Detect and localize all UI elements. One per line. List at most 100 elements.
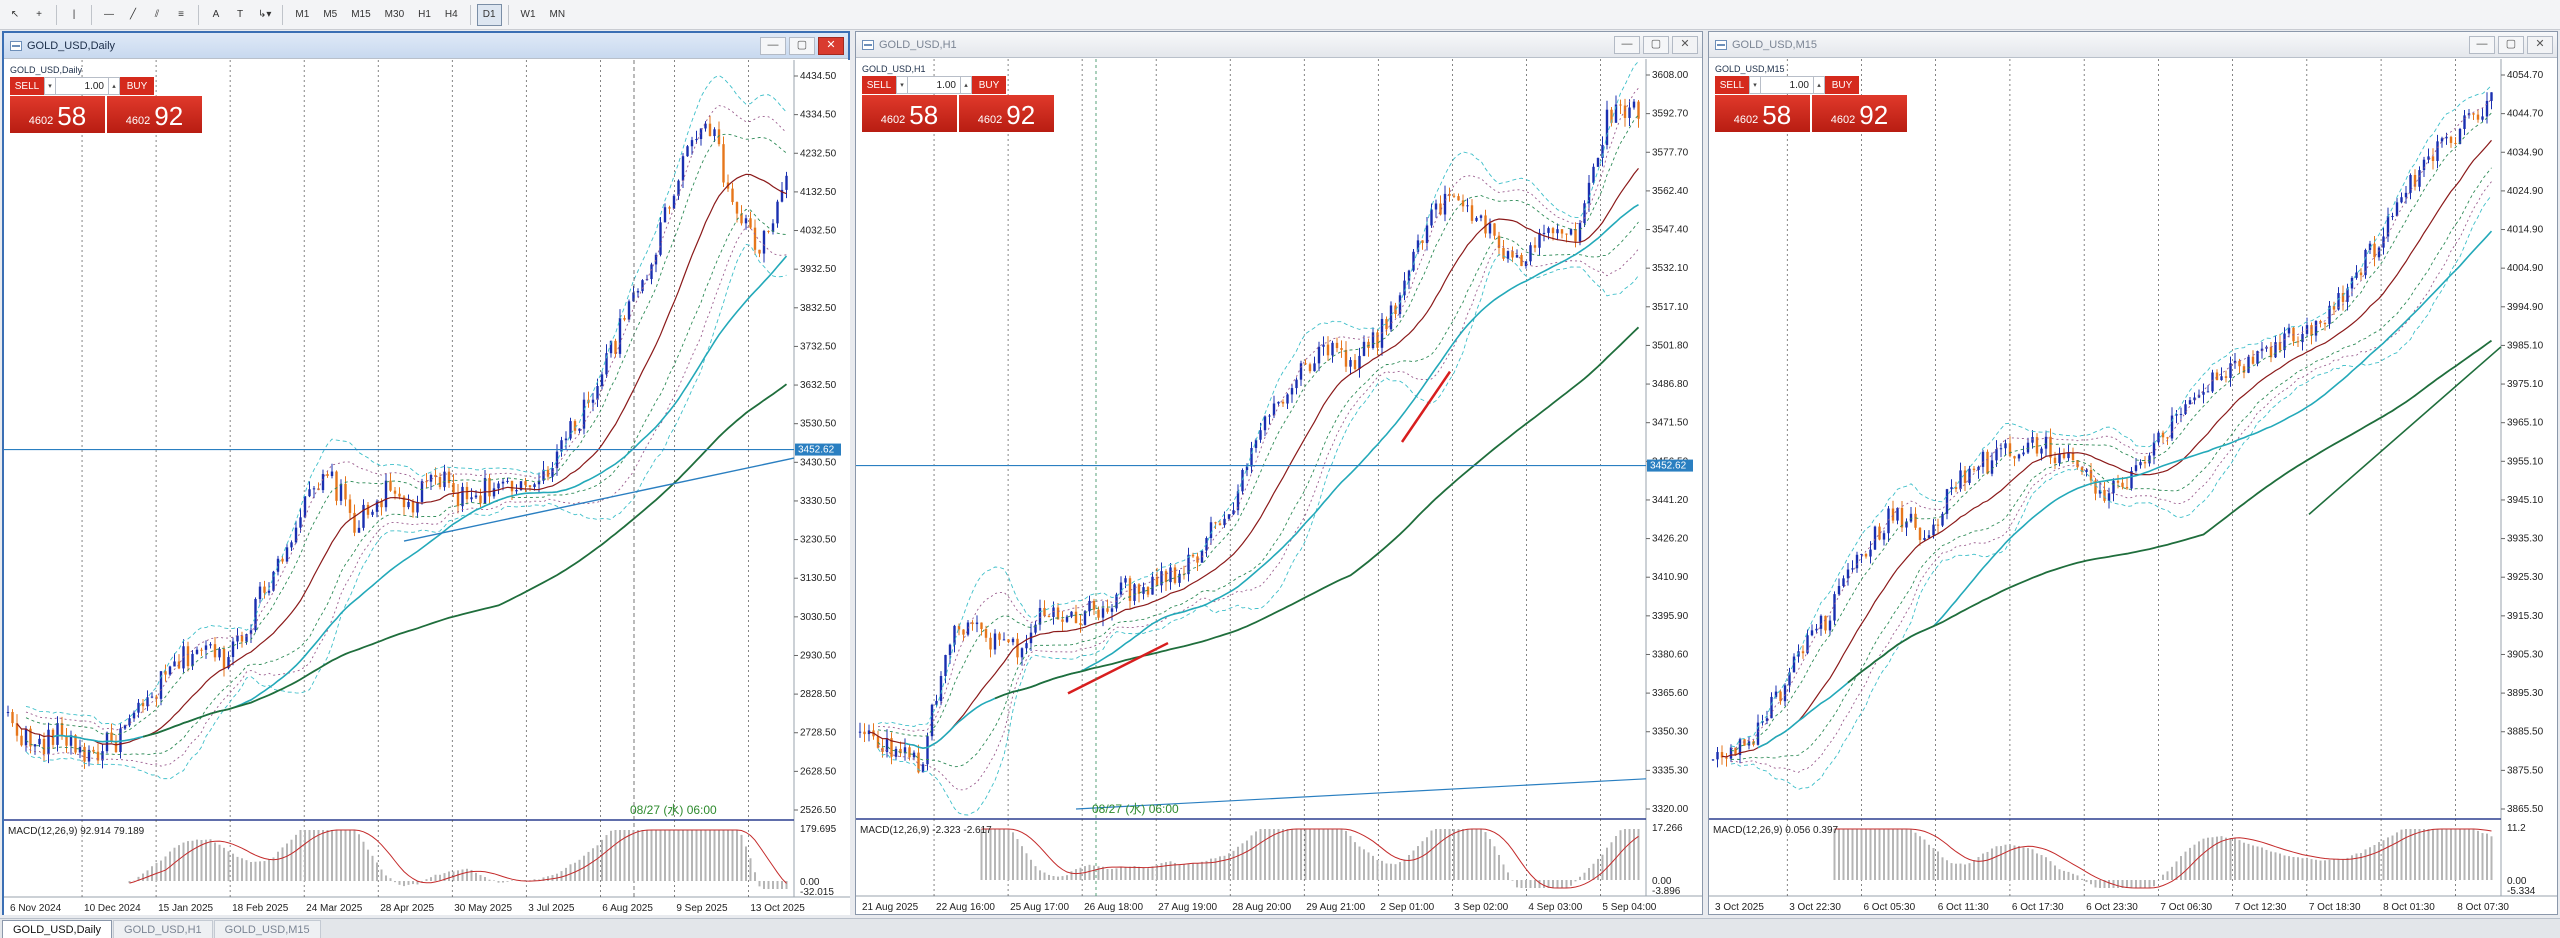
sell-button[interactable]: SELL	[10, 77, 44, 95]
candle-body	[2058, 453, 2061, 464]
timeframe-d1[interactable]: D1	[476, 3, 502, 26]
window-title-bar[interactable]: GOLD_USD,H1 — ▢ ✕	[856, 32, 1702, 58]
candle-body	[894, 748, 898, 757]
candle-body	[2247, 356, 2250, 373]
minimize-icon[interactable]: —	[1614, 35, 1640, 54]
trend-line-icon[interactable]: ╱	[129, 9, 137, 20]
minimize-icon[interactable]: —	[760, 36, 786, 55]
vertical-line-icon[interactable]: |	[72, 9, 76, 20]
trend-line[interactable]	[2308, 346, 2502, 515]
timeframe-m15[interactable]: M15	[351, 9, 371, 20]
candle-body	[1164, 571, 1168, 583]
trend-line[interactable]	[1075, 778, 1647, 810]
moving-average-20	[868, 168, 1639, 749]
chart-tab-2[interactable]: GOLD_USD,M15	[213, 920, 321, 938]
chart-window-m15[interactable]: GOLD_USD,M15 — ▢ ✕ GOLD_USD,M15 SELL ▾ 1.00 ▴ BUY…	[1708, 31, 2558, 915]
candle-body	[2202, 392, 2205, 395]
chart-tab-0[interactable]: GOLD_USD,Daily	[2, 920, 113, 938]
candle-body	[659, 222, 662, 255]
candle-body	[488, 478, 491, 497]
buy-button[interactable]: BUY	[1825, 76, 1859, 94]
text-label-icon[interactable]: T	[236, 9, 244, 20]
price-axis-label: 3517.10	[1652, 302, 1689, 313]
chart-tab-1[interactable]: GOLD_USD,H1	[113, 920, 213, 938]
maximize-icon[interactable]: ▢	[2498, 35, 2524, 54]
candle-body	[1151, 576, 1154, 595]
price-axis-label: 3608.00	[1652, 70, 1689, 81]
lot-size-input[interactable]: 1.00	[1761, 76, 1813, 94]
crosshair-icon[interactable]: +	[36, 9, 42, 20]
price-axis-label: 2628.50	[800, 766, 837, 777]
bollinger-band	[877, 87, 1639, 732]
timeframe-w1[interactable]: W1	[520, 9, 536, 20]
timeframe-m30[interactable]: M30	[384, 9, 405, 20]
chart-window-daily[interactable]: GOLD_USD,Daily — ▢ ✕ GOLD_USD,Daily SELL ▾ 1.00…	[2, 31, 850, 915]
horizontal-line-icon[interactable]: —	[104, 9, 114, 20]
lot-decrease-icon[interactable]: ▾	[44, 77, 56, 95]
candle-body	[2062, 453, 2066, 459]
red-arrow-annotation[interactable]	[1067, 641, 1169, 695]
buy-button[interactable]: BUY	[972, 76, 1006, 94]
candle-body	[1556, 229, 1559, 234]
maximize-icon[interactable]: ▢	[1643, 35, 1669, 54]
price-chart[interactable]: 6 Nov 2024 10 Dec 2024 15 Jan 2025 18 Feb 2…	[4, 60, 850, 915]
candle-body	[299, 517, 302, 528]
buy-price-button[interactable]: 4602 92	[107, 96, 202, 133]
trend-line[interactable]	[403, 457, 795, 542]
lot-increase-icon[interactable]: ▴	[108, 77, 120, 95]
sell-price-button[interactable]: 4602 58	[862, 95, 957, 132]
lot-decrease-icon[interactable]: ▾	[1749, 76, 1761, 94]
candle-body	[1520, 255, 1523, 267]
candle-body	[2427, 156, 2430, 160]
candle-body	[1353, 360, 1357, 369]
channel-icon[interactable]: ⫽	[154, 9, 160, 20]
sell-price-button[interactable]: 4602 58	[10, 96, 105, 133]
timeframe-mn[interactable]: MN	[549, 9, 566, 20]
timeframe-h4[interactable]: H4	[444, 9, 458, 20]
lot-decrease-icon[interactable]: ▾	[896, 76, 908, 94]
candle-body	[605, 353, 608, 375]
window-title-bar[interactable]: GOLD_USD,M15 — ▢ ✕	[1709, 32, 2557, 58]
timeframe-h1[interactable]: H1	[418, 9, 431, 20]
buy-button[interactable]: BUY	[120, 77, 154, 95]
candle-body	[1461, 200, 1465, 207]
lot-increase-icon[interactable]: ▴	[1813, 76, 1825, 94]
price-axis-label: 3925.30	[2507, 572, 2544, 583]
buy-price-button[interactable]: 4602 92	[1812, 95, 1907, 132]
macd-label: MACD(12,26,9) 0.056 0.397	[1713, 825, 1839, 836]
window-title-bar[interactable]: GOLD_USD,Daily — ▢ ✕	[4, 33, 848, 59]
level-price-tag	[795, 443, 841, 456]
sell-button[interactable]: SELL	[1715, 76, 1749, 94]
lot-size-input[interactable]: 1.00	[908, 76, 960, 94]
candle-body	[2368, 243, 2372, 250]
buy-price-button[interactable]: 4602 92	[959, 95, 1054, 132]
maximize-icon[interactable]: ▢	[789, 36, 815, 55]
close-icon[interactable]: ✕	[818, 36, 844, 55]
candle-body	[1169, 567, 1172, 583]
close-icon[interactable]: ✕	[2527, 35, 2553, 54]
timeframe-m1[interactable]: M1	[295, 9, 310, 20]
candle-body	[2017, 454, 2021, 459]
price-chart[interactable]: 3 Oct 2025 3 Oct 22:30 6 Oct 05:30 6 Oct 11…	[1709, 59, 2557, 914]
sell-price-button[interactable]: 4602 58	[1715, 95, 1810, 132]
sell-button[interactable]: SELL	[862, 76, 896, 94]
text-icon[interactable]: A	[212, 9, 220, 20]
candle-body	[245, 634, 248, 642]
lot-size-input[interactable]: 1.00	[56, 77, 108, 95]
minimize-icon[interactable]: —	[2469, 35, 2495, 54]
candle-body	[1335, 342, 1339, 349]
red-arrow-annotation[interactable]	[1400, 370, 1452, 443]
candle-body	[1362, 341, 1366, 356]
price-chart[interactable]: 21 Aug 2025 22 Aug 16:00 25 Aug 17:00 26 Au…	[856, 59, 1702, 914]
shapes-dropdown-icon[interactable]: ↳▾	[258, 9, 272, 20]
cursor-arrow-icon[interactable]: ↖	[10, 9, 20, 20]
chart-window-h1[interactable]: GOLD_USD,H1— ▢ ✕ GOLD_USD,H1 SELL ▾ 1.00 ▴ BUY 46…	[855, 31, 1703, 915]
candle-body	[677, 180, 680, 196]
time-annotation: 08/27 (水) 06:00	[630, 803, 717, 817]
lot-increase-icon[interactable]: ▴	[960, 76, 972, 94]
candle-body	[2184, 404, 2187, 414]
close-icon[interactable]: ✕	[1672, 35, 1698, 54]
fibonacci-icon[interactable]: ≡	[178, 9, 184, 20]
timeframe-m5[interactable]: M5	[323, 9, 338, 20]
candle-body	[785, 175, 788, 190]
